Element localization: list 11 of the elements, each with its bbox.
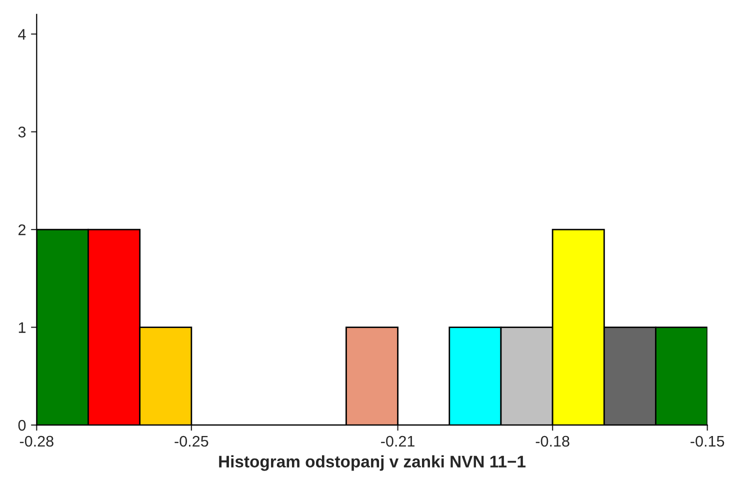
- x-axis-title: Histogram odstopanj v zanki NVN 11−1: [219, 455, 526, 471]
- y-tick-label: 1: [18, 322, 26, 333]
- x-tick-label: -0.21: [381, 436, 414, 447]
- y-tick-label: 3: [18, 126, 26, 138]
- x-tick-label: -0.25: [174, 436, 208, 447]
- x-tick-label: -0.28: [20, 436, 54, 447]
- y-tick-label: 4: [18, 29, 26, 40]
- x-tick-label: -0.18: [536, 436, 570, 447]
- y-tick-label: 2: [18, 224, 26, 236]
- x-tick-label: -0.15: [690, 436, 724, 447]
- y-tick-label: 0: [18, 420, 26, 431]
